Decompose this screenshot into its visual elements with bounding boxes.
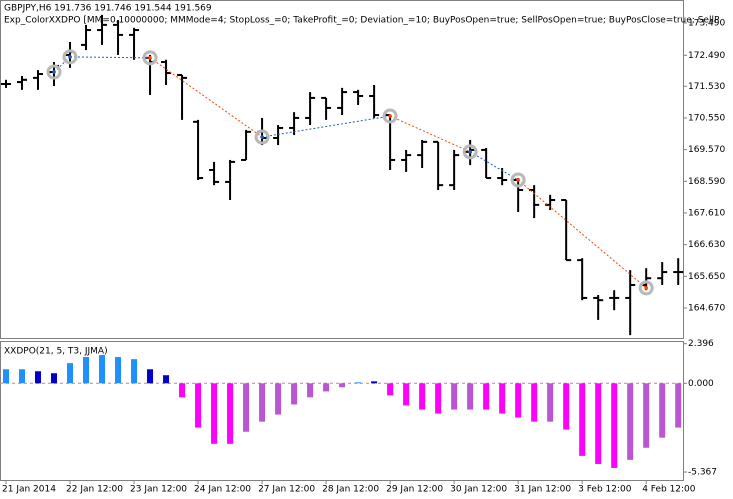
histogram-bar: [323, 383, 330, 392]
x-tick-label: 24 Jan 12:00: [194, 485, 251, 495]
histogram-bar: [371, 381, 378, 384]
trade-marker: [638, 280, 654, 296]
histogram-bar: [419, 383, 426, 410]
x-tick-label: 28 Jan 12:00: [322, 485, 379, 495]
histogram-bar: [643, 383, 650, 448]
trade-line: [261, 115, 391, 138]
trade-line: [70, 56, 151, 59]
x-tick-label: 22 Jan 12:00: [66, 485, 123, 495]
histogram-bar: [275, 383, 282, 415]
y-tick-label: 170.550: [688, 113, 725, 123]
histogram-bar: [435, 383, 442, 414]
y-tick-label: 2.396: [688, 339, 714, 349]
y-tick-label: 172.490: [688, 51, 725, 61]
trade-marker: [62, 49, 78, 65]
trade-dot: [516, 178, 520, 182]
histogram-bar: [563, 383, 570, 430]
histogram-bar: [355, 382, 362, 384]
histogram-bar: [131, 359, 138, 384]
histogram-bar: [259, 383, 266, 422]
histogram-bar: [307, 383, 314, 398]
histogram-bar: [195, 383, 202, 428]
histogram-bar: [403, 383, 410, 406]
trade-dot: [388, 114, 392, 118]
histogram-bar: [35, 371, 42, 384]
trade-dot: [644, 286, 648, 290]
x-tick-label: 30 Jan 12:00: [450, 485, 507, 495]
histogram-bar: [627, 383, 634, 460]
histogram-bar: [547, 383, 554, 422]
histogram-bar: [387, 383, 394, 396]
trade-dot: [468, 150, 472, 154]
trade-marker: [46, 64, 62, 80]
expert-header: Exp_ColorXXDPO [MM=0.10000000; MMMode=4;…: [4, 16, 720, 26]
y-tick-label: 169.570: [688, 145, 725, 155]
trade-line: [149, 57, 263, 138]
histogram-bar: [147, 369, 154, 384]
histogram-bar: [595, 383, 602, 464]
histogram-bar: [163, 375, 170, 384]
x-tick-label: 29 Jan 12:00: [386, 485, 443, 495]
trade-line: [469, 151, 519, 181]
histogram-bar: [83, 357, 90, 384]
y-tick-label: 168.590: [688, 177, 725, 187]
x-tick-label: 3 Feb 12:00: [578, 485, 632, 495]
histogram-bar: [579, 383, 586, 456]
trade-marker: [254, 129, 270, 145]
histogram-bar: [211, 383, 218, 444]
histogram-bar: [467, 383, 474, 410]
histogram-bar: [659, 383, 666, 438]
price-panel: [0, 0, 684, 339]
histogram-bar: [339, 383, 346, 388]
x-tick-label: 23 Jan 12:00: [130, 485, 187, 495]
x-tick-label: 21 Jan 2014: [2, 485, 56, 495]
y-tick-label: 164.670: [688, 303, 725, 313]
trade-line: [389, 115, 471, 153]
histogram-bar: [115, 357, 122, 384]
y-tick-label: 167.610: [688, 208, 725, 218]
trade-dot: [148, 56, 152, 60]
histogram-bar: [675, 383, 682, 428]
histogram-bar: [611, 383, 618, 468]
histogram-bar: [243, 383, 250, 432]
x-tick-label: 4 Feb 12:00: [642, 485, 696, 495]
histogram-bar: [3, 369, 10, 384]
histogram-bar: [483, 383, 490, 410]
trade-dot: [260, 135, 264, 139]
histogram-bar: [227, 383, 234, 444]
trade-marker: [510, 172, 526, 188]
y-tick-label: 166.630: [688, 240, 725, 250]
x-tick-label: 27 Jan 12:00: [258, 485, 315, 495]
indicator-title: XXDPO(21, 5, T3, JJMA): [4, 347, 108, 357]
trade-marker: [462, 144, 478, 160]
indicator-panel: [0, 341, 684, 481]
trade-dot: [68, 55, 72, 59]
y-tick-label: 173.490: [688, 18, 725, 28]
histogram-bar: [291, 383, 298, 405]
histogram-bar: [531, 383, 538, 422]
histogram-bar: [19, 369, 26, 384]
x-tick-label: 31 Jan 12:00: [514, 485, 571, 495]
trade-marker: [142, 50, 158, 66]
histogram-bar: [67, 363, 74, 384]
y-tick-label: -5.367: [688, 468, 717, 478]
y-tick-label: 0.000: [688, 379, 714, 389]
histogram-bar: [179, 383, 186, 398]
symbol-header: GBPJPY,H6 191.736 191.746 191.544 191.56…: [4, 4, 212, 14]
histogram-bar: [499, 383, 506, 414]
y-tick-label: 165.650: [688, 272, 725, 282]
trade-marker: [382, 108, 398, 124]
histogram-bar: [51, 373, 58, 384]
histogram-bar: [99, 355, 106, 384]
trade-dot: [52, 70, 56, 74]
histogram-bar: [451, 383, 458, 410]
y-tick-label: 171.530: [688, 82, 725, 92]
histogram-bar: [515, 383, 522, 418]
